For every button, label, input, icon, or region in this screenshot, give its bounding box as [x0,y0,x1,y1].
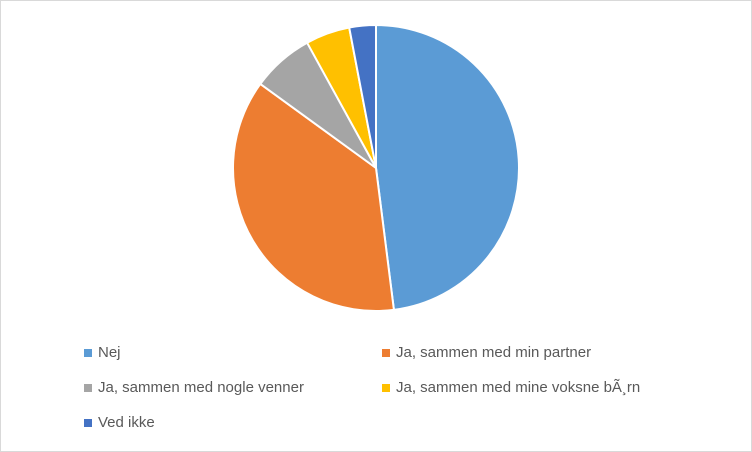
pie-slice [348,23,377,169]
legend-marker [382,349,390,357]
legend-label: Ved ikke [98,414,155,431]
legend-marker [84,419,92,427]
legend-label: Ja, sammen med min partner [396,344,591,361]
legend-marker [84,384,92,392]
legend-label: Ja, sammen med mine voksne bÃ¸rn [396,379,640,396]
pie-slice [375,23,520,311]
legend-label: Nej [98,344,121,361]
pie-slice [232,82,396,312]
legend-label: Ja, sammen med nogle venner [98,379,304,396]
legend-marker [382,384,390,392]
legend-marker [84,349,92,357]
